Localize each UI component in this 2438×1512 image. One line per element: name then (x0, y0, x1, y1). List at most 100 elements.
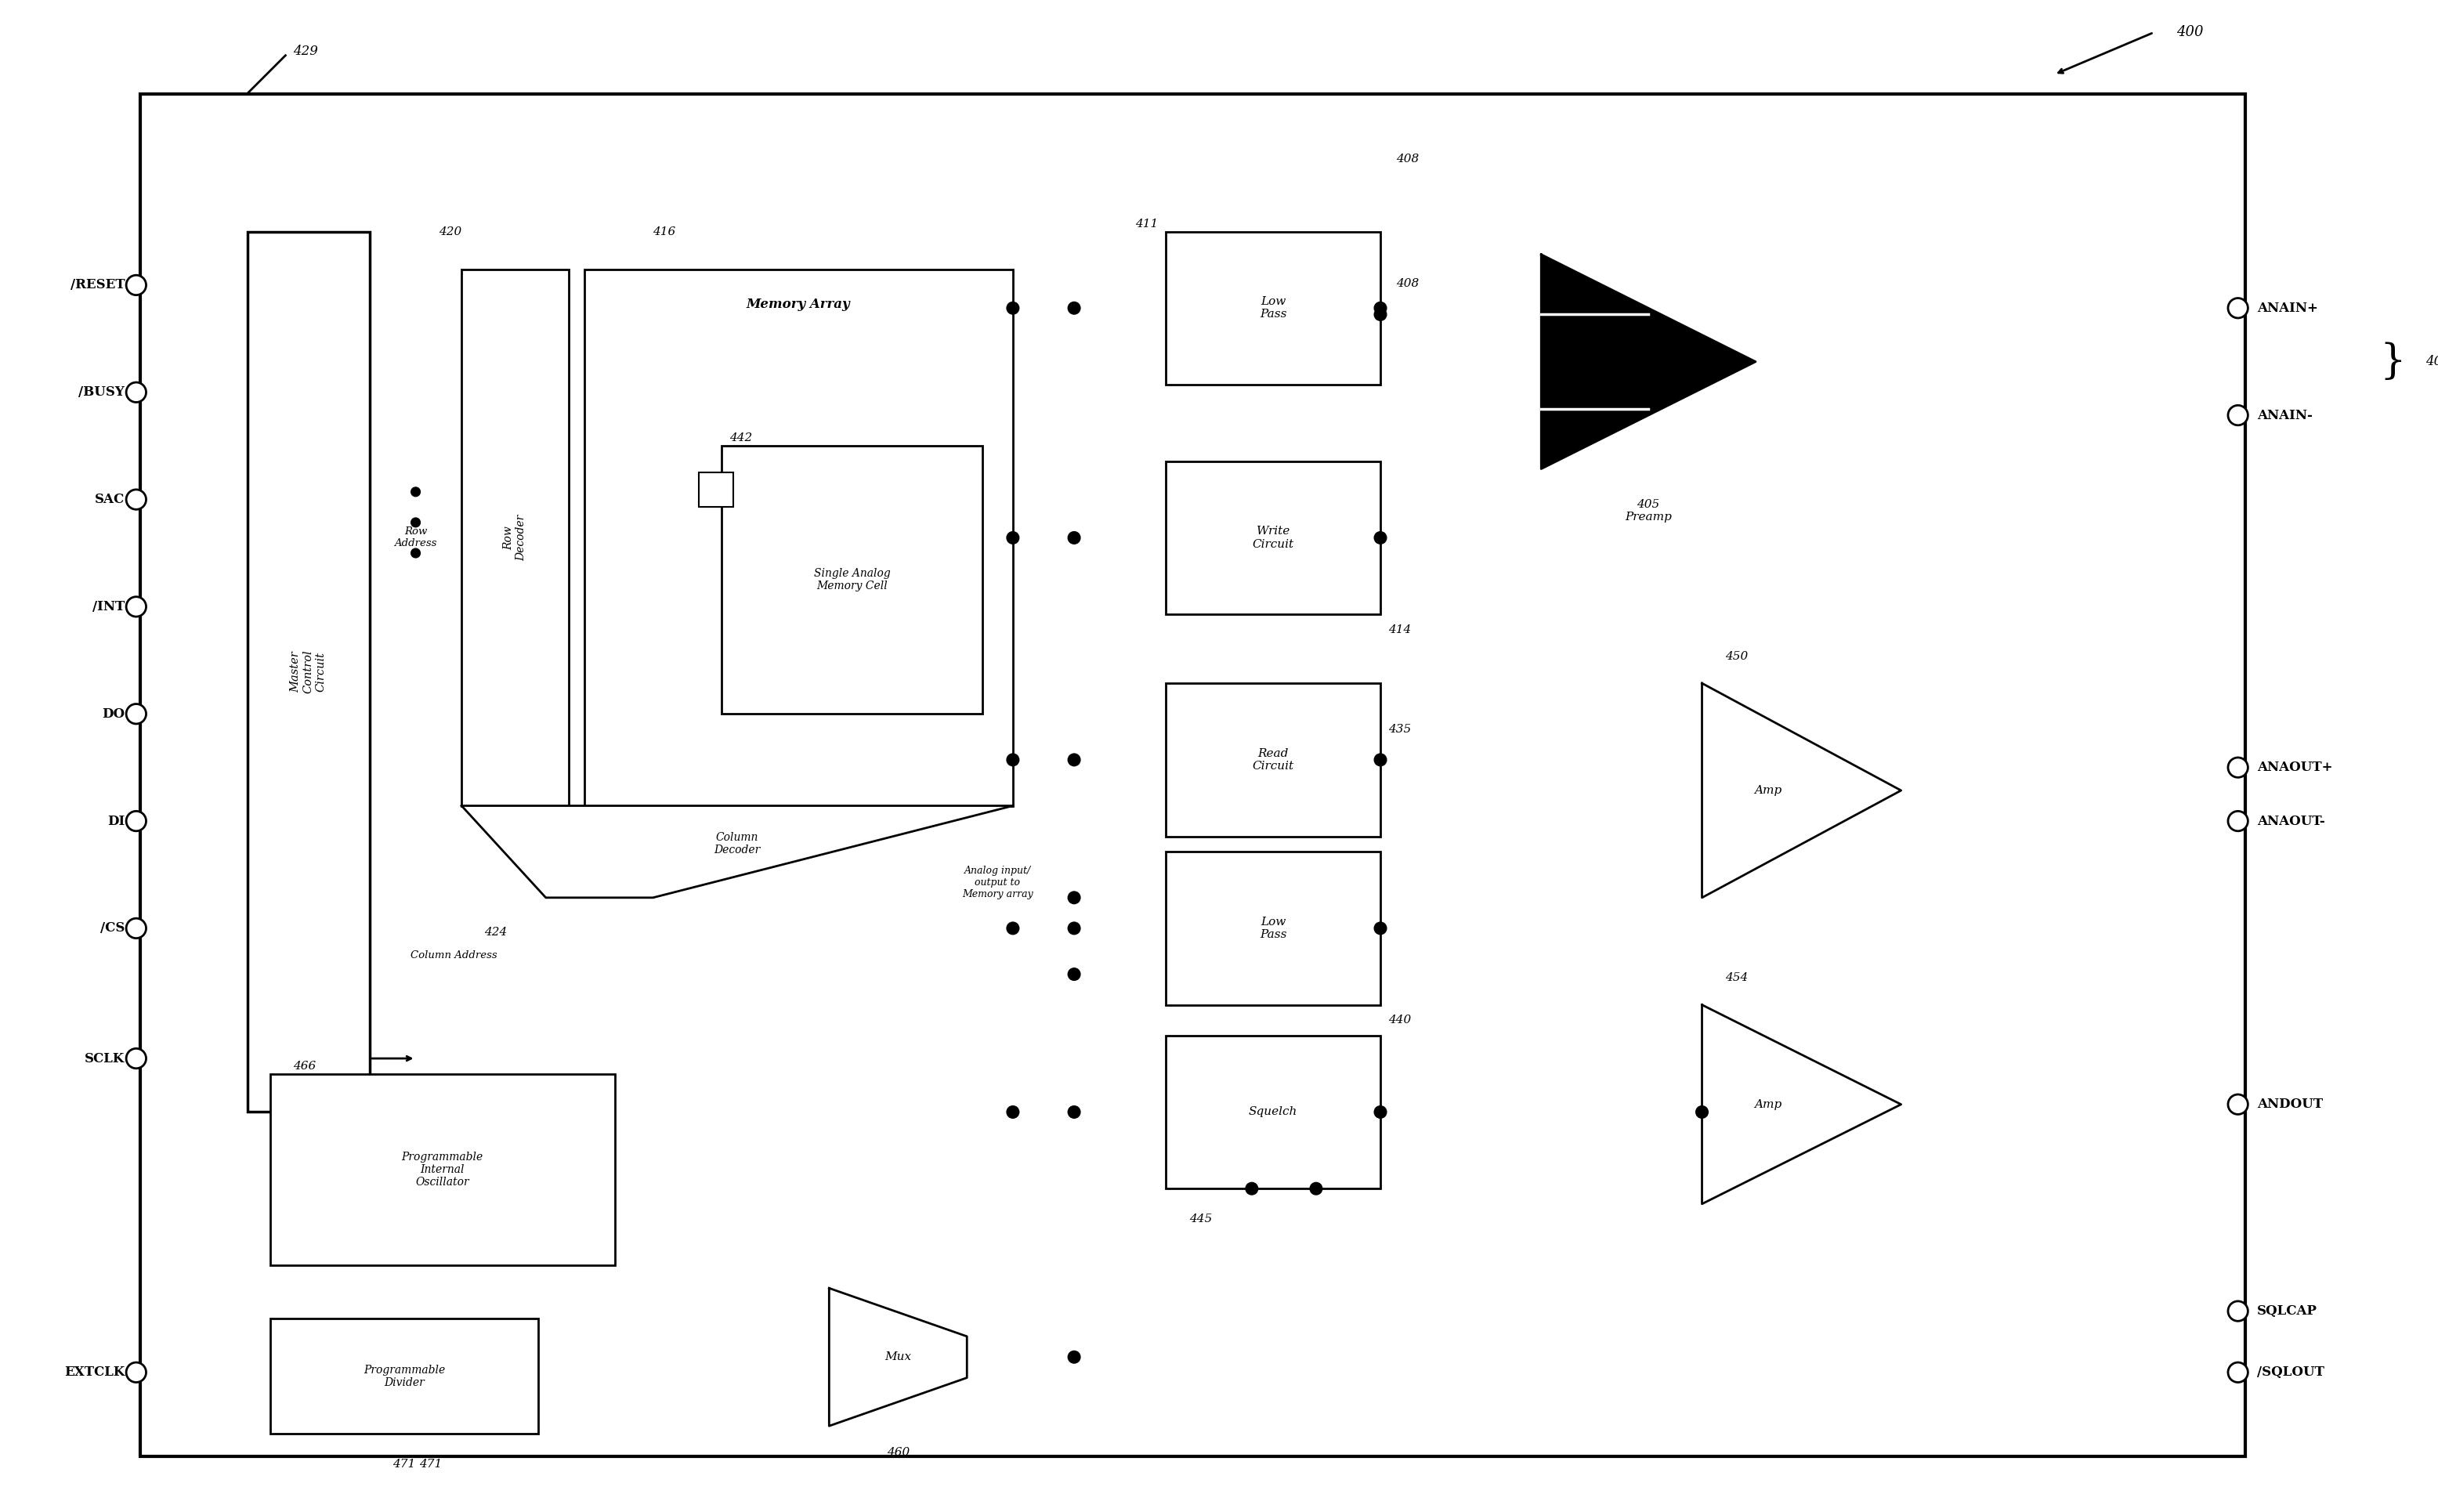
Text: ANAOUT-: ANAOUT- (2258, 815, 2326, 827)
Text: 429: 429 (293, 45, 317, 59)
Text: 440: 440 (1387, 1015, 1412, 1025)
Text: 460: 460 (887, 1447, 909, 1458)
Text: /BUSY: /BUSY (78, 386, 124, 399)
Text: }: } (2379, 342, 2406, 381)
FancyBboxPatch shape (461, 269, 568, 806)
Text: Squelch: Squelch (1248, 1107, 1297, 1117)
Text: /INT: /INT (93, 600, 124, 614)
FancyBboxPatch shape (722, 446, 983, 714)
Text: 400: 400 (2177, 26, 2204, 39)
Circle shape (2228, 1095, 2248, 1114)
Circle shape (2228, 405, 2248, 425)
Circle shape (1375, 302, 1387, 314)
Circle shape (1068, 1350, 1080, 1364)
FancyBboxPatch shape (585, 269, 1012, 806)
Circle shape (127, 918, 146, 939)
FancyBboxPatch shape (1165, 851, 1380, 1005)
Polygon shape (829, 1288, 968, 1426)
Text: Memory Array: Memory Array (746, 298, 851, 311)
Text: 454: 454 (1726, 972, 1748, 983)
Text: 424: 424 (485, 927, 507, 937)
Circle shape (412, 519, 419, 528)
Text: Programmable
Internal
Oscillator: Programmable Internal Oscillator (402, 1151, 483, 1187)
Circle shape (1697, 1105, 1709, 1119)
Polygon shape (1702, 683, 1902, 898)
FancyBboxPatch shape (271, 1318, 539, 1433)
Circle shape (412, 487, 419, 496)
Circle shape (127, 705, 146, 724)
Circle shape (127, 275, 146, 295)
Circle shape (127, 490, 146, 510)
Circle shape (1007, 302, 1019, 314)
Circle shape (1007, 922, 1019, 934)
Circle shape (1068, 922, 1080, 934)
Circle shape (1375, 922, 1387, 934)
Text: 471: 471 (419, 1459, 441, 1470)
Circle shape (1375, 308, 1387, 321)
Circle shape (127, 1362, 146, 1382)
Text: Master
Control
Circuit: Master Control Circuit (290, 650, 327, 694)
FancyBboxPatch shape (1165, 1036, 1380, 1188)
Circle shape (1068, 1105, 1080, 1119)
Circle shape (1068, 532, 1080, 544)
Text: Single Analog
Memory Cell: Single Analog Memory Cell (814, 569, 890, 591)
Text: SAC: SAC (95, 493, 124, 507)
Text: Row
Decoder: Row Decoder (502, 514, 527, 561)
Circle shape (1068, 302, 1080, 314)
Text: 445: 445 (1190, 1214, 1212, 1225)
Circle shape (1007, 1105, 1019, 1119)
Text: 408: 408 (1395, 278, 1419, 289)
Text: Write
Circuit: Write Circuit (1253, 526, 1295, 549)
Text: Column Address: Column Address (410, 950, 497, 960)
Text: 450: 450 (1726, 652, 1748, 662)
Text: Programmable
Divider: Programmable Divider (363, 1364, 446, 1388)
Circle shape (1068, 892, 1080, 904)
Circle shape (1068, 968, 1080, 980)
Text: ANDOUT: ANDOUT (2258, 1098, 2323, 1111)
Text: Mux: Mux (885, 1352, 912, 1362)
Polygon shape (1702, 1005, 1902, 1204)
Circle shape (2228, 758, 2248, 777)
Circle shape (1068, 753, 1080, 767)
FancyBboxPatch shape (1165, 683, 1380, 836)
Text: 402: 402 (2426, 355, 2438, 369)
Text: 411: 411 (1136, 218, 1158, 230)
Text: Low
Pass: Low Pass (1260, 296, 1287, 321)
Text: /CS: /CS (100, 922, 124, 934)
Text: 471: 471 (393, 1459, 414, 1470)
Text: SCLK: SCLK (85, 1052, 124, 1064)
FancyBboxPatch shape (246, 231, 371, 1111)
Circle shape (1007, 532, 1019, 544)
Circle shape (2228, 298, 2248, 318)
Polygon shape (1541, 254, 1755, 469)
Text: Column
Decoder: Column Decoder (714, 832, 761, 856)
Circle shape (1375, 753, 1387, 767)
Text: ANAIN+: ANAIN+ (2258, 301, 2319, 314)
Text: 405
Preamp: 405 Preamp (1626, 499, 1672, 523)
Polygon shape (461, 806, 1012, 898)
Text: DO: DO (102, 708, 124, 721)
Text: 442: 442 (729, 432, 753, 443)
Text: Read
Circuit: Read Circuit (1253, 748, 1295, 771)
Text: DI: DI (107, 815, 124, 827)
Circle shape (1375, 1105, 1387, 1119)
Circle shape (412, 549, 419, 558)
Circle shape (1309, 1182, 1321, 1194)
Circle shape (2228, 1302, 2248, 1321)
Text: Analog input/
output to
Memory array: Analog input/ output to Memory array (963, 865, 1034, 900)
Text: Amp: Amp (1755, 1099, 1782, 1110)
Text: 420: 420 (439, 225, 461, 237)
Text: 416: 416 (653, 225, 675, 237)
Text: /RESET: /RESET (71, 278, 124, 292)
Text: /SQLOUT: /SQLOUT (2258, 1365, 2323, 1379)
Text: 435: 435 (1387, 724, 1412, 735)
Text: Low
Pass: Low Pass (1260, 916, 1287, 940)
Circle shape (127, 383, 146, 402)
Text: 466: 466 (293, 1060, 317, 1072)
Circle shape (127, 810, 146, 832)
FancyBboxPatch shape (700, 473, 734, 507)
Text: ANAOUT+: ANAOUT+ (2258, 761, 2333, 774)
FancyBboxPatch shape (139, 94, 2245, 1456)
Text: 414: 414 (1387, 624, 1412, 635)
Text: ANAIN-: ANAIN- (2258, 408, 2314, 422)
